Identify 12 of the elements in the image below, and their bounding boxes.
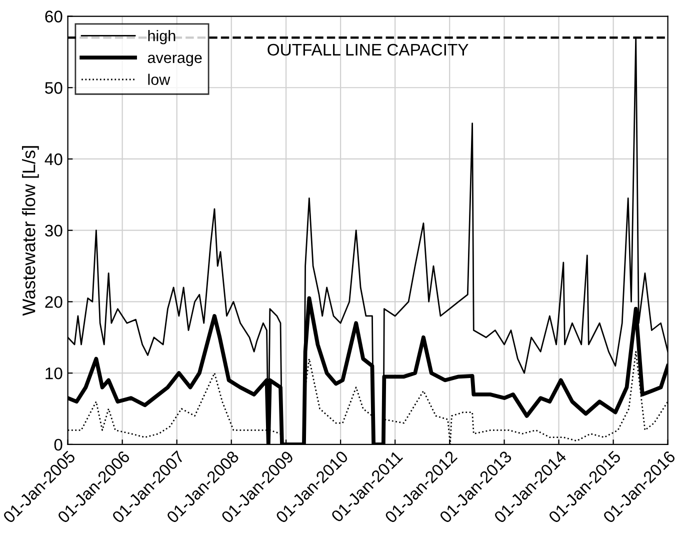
legend-label: high [148, 30, 176, 44]
y-tick-label: 0 [54, 438, 62, 451]
legend-label: low [148, 74, 170, 85]
y-tick-label: 50 [45, 82, 62, 94]
y-axis-title: Wastewater flow [L/s] [22, 146, 39, 316]
legend-label: average [148, 54, 202, 66]
y-tick-label: 20 [45, 296, 62, 308]
ref-line-label: OUTFALL LINE CAPACITY [268, 44, 468, 56]
y-tick-label: 60 [45, 10, 62, 22]
y-tick-label: 40 [44, 153, 62, 166]
y-tick-label: 30 [45, 224, 62, 237]
y-tick-label: 10 [46, 367, 62, 380]
